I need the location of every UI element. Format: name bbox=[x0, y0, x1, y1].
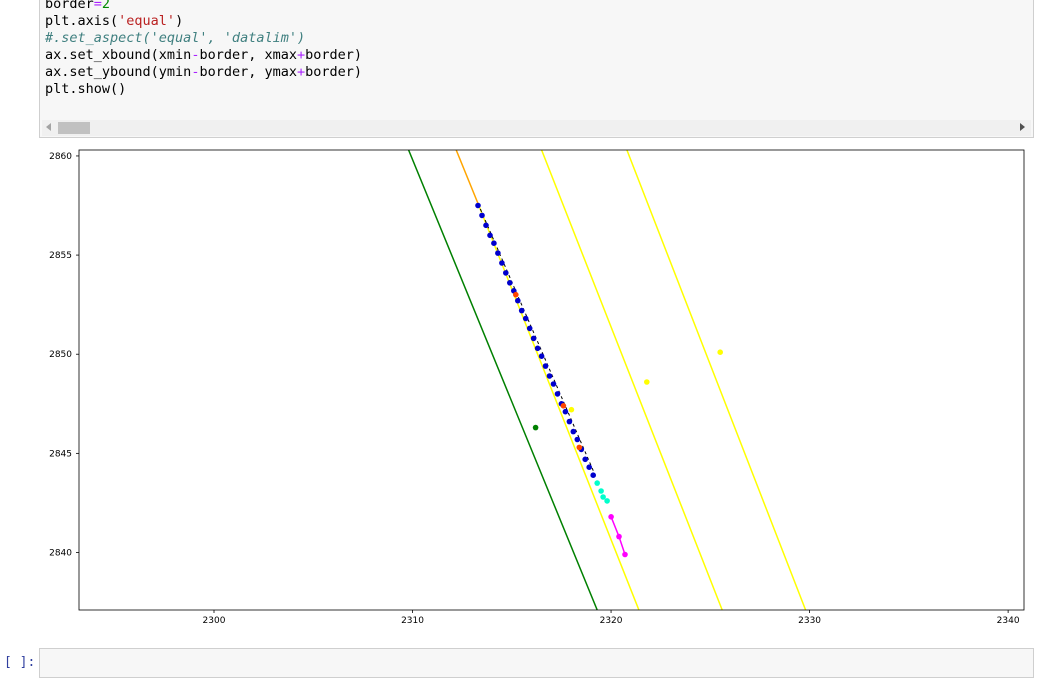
data-point bbox=[568, 406, 575, 413]
code-token: + bbox=[297, 47, 306, 63]
code-token: ) bbox=[175, 13, 184, 29]
code-token: border, xmax bbox=[199, 47, 297, 63]
data-point bbox=[590, 472, 596, 479]
data-point bbox=[503, 270, 509, 276]
code-token: border) bbox=[305, 64, 363, 80]
code-token: border bbox=[45, 0, 94, 12]
data-point bbox=[608, 514, 614, 520]
code-line: ax.set_ybound(ymin-border, ymax+border) bbox=[45, 64, 362, 81]
y-tick-label: 2860 bbox=[49, 152, 72, 162]
data-point bbox=[616, 533, 622, 540]
data-point bbox=[604, 498, 610, 504]
x-tick-label: 2330 bbox=[798, 616, 821, 626]
data-point bbox=[483, 222, 489, 229]
data-point bbox=[644, 379, 650, 385]
data-point bbox=[538, 353, 545, 359]
code-token: ax.set_ybound(ymin bbox=[45, 64, 192, 80]
code-token: border) bbox=[305, 47, 363, 63]
code-token: ax.set_xbound(xmin bbox=[45, 47, 192, 63]
data-point bbox=[518, 307, 525, 314]
data-point bbox=[600, 494, 606, 500]
data-point bbox=[515, 297, 521, 304]
x-tick-label: 2340 bbox=[997, 616, 1020, 626]
code-token: plt.show() bbox=[45, 81, 127, 97]
code-token: - bbox=[191, 64, 200, 80]
code-token: border, ymax bbox=[199, 64, 297, 80]
series-line bbox=[626, 150, 807, 610]
code-token: plt.axis( bbox=[45, 13, 119, 29]
data-point bbox=[570, 428, 577, 435]
code-token: #.set_aspect('equal', 'datalim') bbox=[45, 30, 306, 46]
data-point bbox=[534, 345, 541, 352]
empty-code-cell[interactable] bbox=[39, 648, 1034, 678]
code-line: ax.set_xbound(xmin-border, xmax+border) bbox=[45, 47, 362, 64]
code-cell[interactable]: border=2 plt.axis('equal') #.set_aspect('e… bbox=[39, 0, 1034, 138]
code-token: 'equal' bbox=[118, 13, 176, 29]
x-tick-label: 2320 bbox=[600, 616, 623, 626]
data-point bbox=[513, 291, 519, 298]
scrollbar-thumb[interactable] bbox=[58, 122, 90, 134]
data-point bbox=[507, 280, 513, 286]
horizontal-scrollbar[interactable] bbox=[42, 120, 1031, 136]
plot-area bbox=[407, 150, 807, 610]
data-point bbox=[717, 349, 723, 355]
x-tick-label: 2300 bbox=[203, 616, 226, 626]
scroll-left-arrow-icon[interactable] bbox=[46, 123, 51, 131]
data-point bbox=[566, 418, 573, 425]
y-tick-label: 2845 bbox=[49, 449, 72, 459]
input-prompt: [ ]: bbox=[4, 655, 36, 670]
series-line bbox=[407, 150, 598, 610]
data-point bbox=[530, 335, 537, 342]
data-point bbox=[554, 391, 561, 397]
data-point bbox=[526, 325, 533, 332]
code-token: - bbox=[191, 47, 200, 63]
data-point bbox=[598, 488, 604, 494]
data-point bbox=[550, 381, 557, 387]
data-point bbox=[475, 202, 481, 209]
data-point bbox=[495, 250, 501, 256]
data-point bbox=[479, 212, 485, 219]
data-point bbox=[562, 408, 569, 415]
code-token: = bbox=[93, 0, 102, 12]
code-line: plt.show() bbox=[45, 81, 362, 98]
data-point bbox=[594, 480, 600, 486]
plot-output: 2300 2310 2320 2330 2340 2840 2845 2850 2855 2860 bbox=[49, 149, 1025, 626]
x-tick-label: 2310 bbox=[401, 616, 424, 626]
code-line: #.set_aspect('equal', 'datalim') bbox=[45, 30, 362, 47]
data-point bbox=[491, 240, 497, 246]
data-point bbox=[542, 363, 549, 369]
data-point bbox=[560, 403, 567, 409]
data-point bbox=[582, 456, 588, 463]
y-tick-label: 2850 bbox=[49, 350, 72, 360]
series-line bbox=[540, 150, 723, 610]
data-point bbox=[576, 444, 583, 451]
data-point bbox=[546, 373, 553, 379]
data-point bbox=[586, 464, 592, 471]
scroll-right-arrow-icon[interactable] bbox=[1020, 123, 1025, 131]
data-point bbox=[574, 436, 581, 443]
data-point bbox=[487, 232, 493, 239]
code-line: border=2 bbox=[45, 0, 362, 13]
y-tick-label: 2855 bbox=[49, 251, 72, 261]
series-line bbox=[455, 150, 479, 204]
data-point bbox=[522, 315, 529, 322]
code-token: + bbox=[297, 64, 306, 80]
axes-frame bbox=[78, 149, 1025, 611]
data-point bbox=[622, 551, 628, 558]
code-editor[interactable]: border=2 plt.axis('equal') #.set_aspect('e… bbox=[45, 0, 362, 98]
series-line bbox=[477, 203, 596, 476]
code-line: plt.axis('equal') bbox=[45, 13, 362, 30]
data-point bbox=[499, 260, 505, 266]
data-point bbox=[532, 424, 539, 431]
code-token: 2 bbox=[101, 0, 111, 12]
y-tick-label: 2840 bbox=[49, 549, 72, 559]
